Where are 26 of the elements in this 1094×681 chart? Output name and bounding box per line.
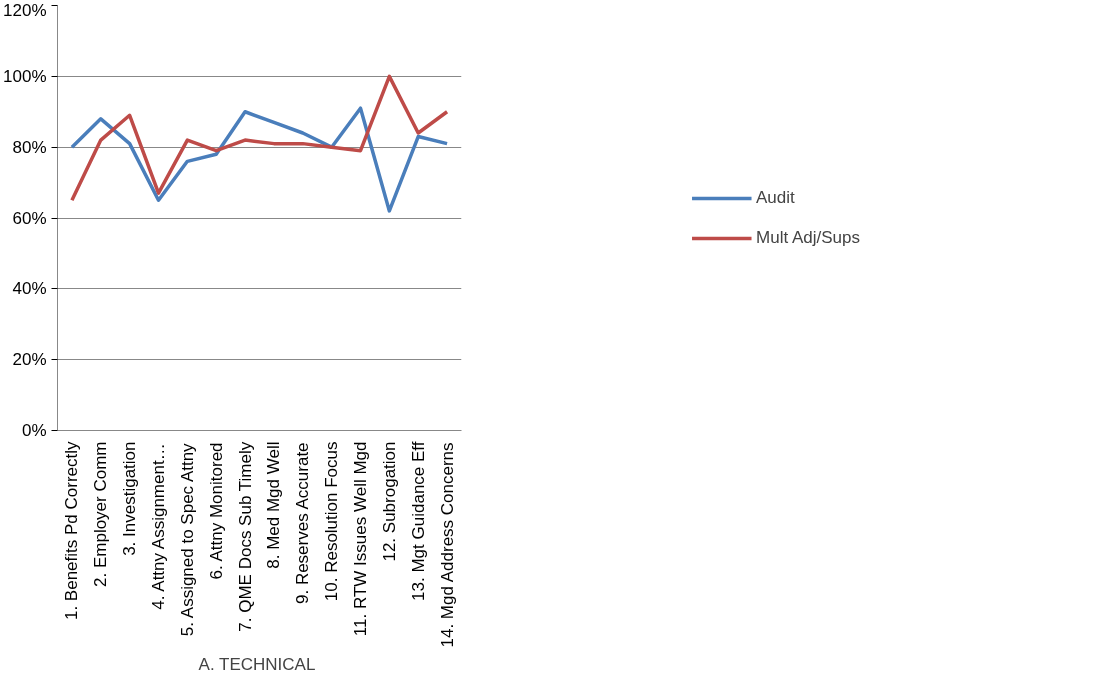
line-series [70,74,449,203]
y-tick-label: 80% [12,137,47,157]
y-tick-label: 60% [12,208,47,228]
x-axis-title: A. TECHNICAL [198,655,316,675]
x-tick-label: 3. Investigation [120,441,140,556]
y-tick-label: 100% [3,66,47,86]
x-tick-label: 5. Assigned to Spec Attny [177,442,197,637]
y-tick-label: 0% [21,421,47,440]
x-tick-label: 10. Resolution Focus [322,441,342,602]
y-tick-label: 120% [3,0,47,20]
x-tick-label: 1. Benefits Pd Correctly [62,441,82,621]
x-tick-label: 2. Employer Comm [91,441,111,587]
x-tick-label: 13. Mgt Guidance Eff [408,441,428,601]
x-tick-label: 4. Attny Assignment… [149,443,168,610]
x-tick-label: 9. Reserves Accurate [293,442,313,605]
y-tick-label: 40% [12,279,47,299]
legend-label: Mult Adj/Sups [756,227,860,248]
x-tick-label: 8. Med Mgd Well [264,441,284,569]
x-tick-label: 6. Attny Monitored [206,442,226,580]
legend-label: Audit [756,187,795,208]
y-tick-label: 20% [12,350,47,370]
x-tick-label: 7. QME Docs Sub Timely [235,441,255,632]
x-tick-label: 11. RTW Issues Well Mgd [351,441,370,637]
line-series [70,106,449,213]
x-tick-label: 12. Subrogation [379,441,399,562]
x-tick-label: 14. Mgd Address Concerns [437,442,457,648]
